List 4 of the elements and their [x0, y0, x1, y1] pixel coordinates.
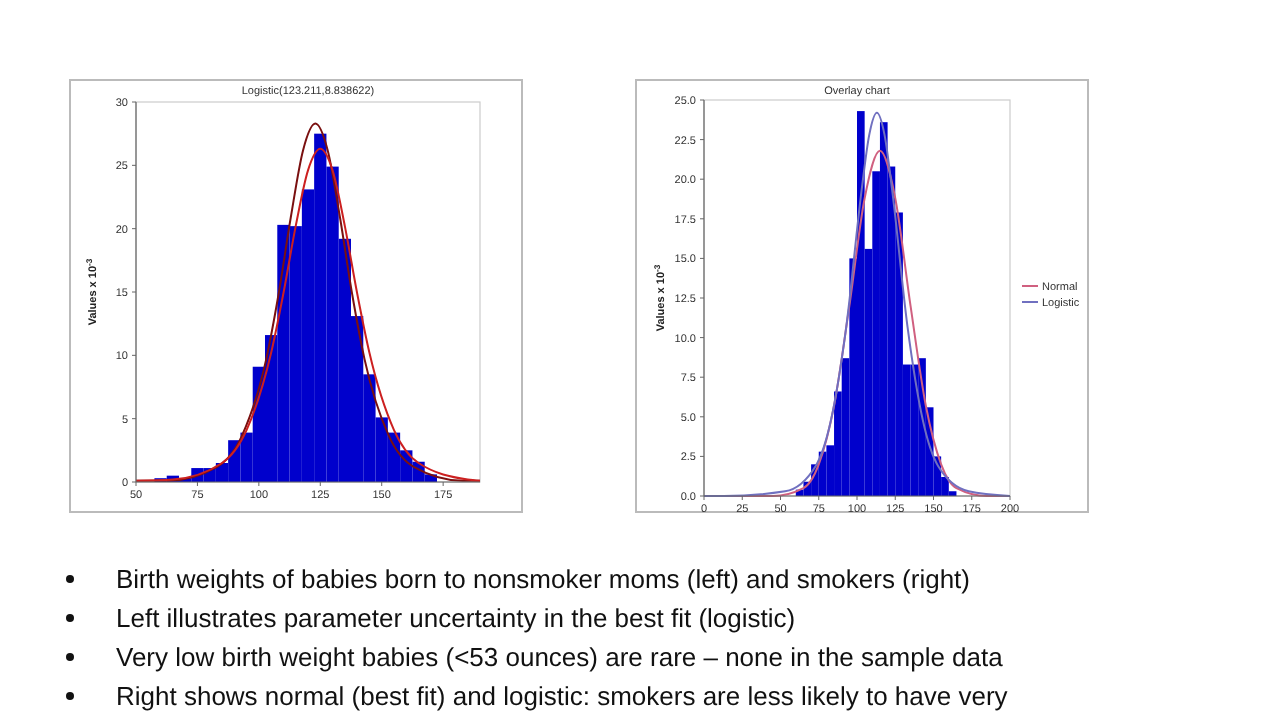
text: Birth weights of babies born to nonsmoker moms (left) and smokers (right): [116, 564, 971, 594]
text: Right shows normal (best fit) and logistic: smokers are less likely to have very: [116, 681, 1009, 711]
text: Very low birth weight babies (<53 ounces) are rare – none in the sample data: [116, 642, 1005, 672]
text: Left illustrates parameter uncertainty in the best fit (logistic): [116, 603, 796, 633]
